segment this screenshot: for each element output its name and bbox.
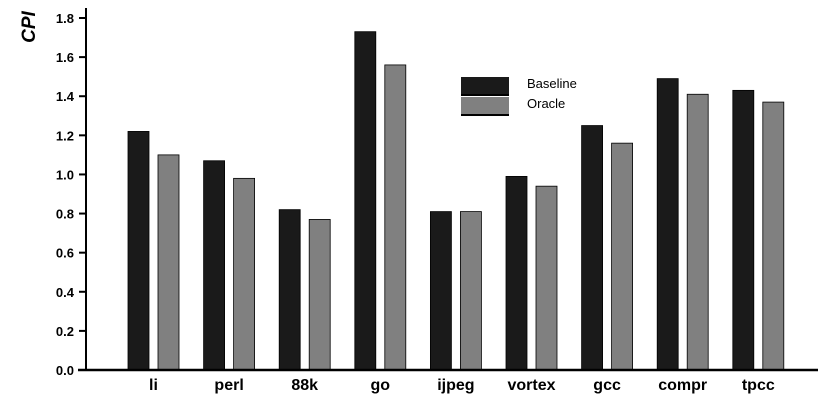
y-tick-label: 0.0 [56, 363, 74, 378]
y-tick-label: 1.2 [56, 128, 74, 143]
legend-swatch-baseline [461, 77, 509, 95]
y-axis-title: CPI [19, 10, 40, 42]
bar-oracle-perl [233, 177, 256, 371]
bar-oracle-go [384, 64, 407, 371]
legend-swatch-oracle [461, 97, 509, 115]
x-category-label: gcc [593, 377, 621, 394]
bar-oracle-li [157, 154, 180, 371]
bar-oracle-ijpeg [459, 211, 482, 371]
legend-label-baseline: Baseline [527, 76, 577, 91]
y-tick-label: 1.8 [56, 11, 74, 26]
x-axis-category-labels: li perl 88k go ijpeg vortex gcc compr tpcc [149, 377, 775, 394]
bar-baseline-ijpeg [429, 211, 452, 371]
bar-oracle-compr [686, 93, 709, 371]
bar-baseline-go [354, 31, 377, 371]
bar-baseline-compr [656, 78, 679, 371]
bar-baseline-li [127, 131, 150, 371]
y-tick-label: 0.2 [56, 324, 74, 339]
y-tick-label: 0.4 [56, 285, 75, 300]
bar-baseline-88k [278, 209, 301, 371]
bar-baseline-tpcc [732, 89, 755, 371]
bar-oracle-vortex [535, 185, 558, 371]
y-tick-label: 1.0 [56, 167, 74, 182]
bar-oracle-tpcc [762, 101, 785, 371]
bars-group [127, 31, 785, 371]
x-category-label: ijpeg [437, 377, 474, 394]
x-category-label: perl [214, 377, 243, 394]
legend: Baseline Oracle [461, 76, 577, 116]
bar-baseline-vortex [505, 175, 528, 371]
x-category-label: go [371, 377, 391, 394]
x-category-label: li [149, 377, 158, 394]
x-category-label: compr [658, 377, 707, 394]
x-category-label: vortex [507, 377, 555, 394]
legend-label-oracle: Oracle [527, 96, 565, 111]
bar-oracle-gcc [611, 142, 633, 371]
x-category-label: tpcc [742, 377, 775, 394]
y-tick-label: 0.6 [56, 246, 74, 261]
x-category-label: 88k [291, 377, 318, 394]
bar-oracle-88k [308, 219, 331, 371]
bar-baseline-perl [203, 160, 226, 371]
y-tick-label: 0.8 [56, 207, 74, 222]
y-tick-label: 1.6 [56, 50, 74, 65]
bar-baseline-gcc [581, 125, 603, 371]
y-tick-label: 1.4 [56, 89, 75, 104]
y-axis-ticks: 0.0 0.2 0.4 0.6 0.8 1.0 1.2 1.4 1.6 1.8 [56, 11, 86, 378]
